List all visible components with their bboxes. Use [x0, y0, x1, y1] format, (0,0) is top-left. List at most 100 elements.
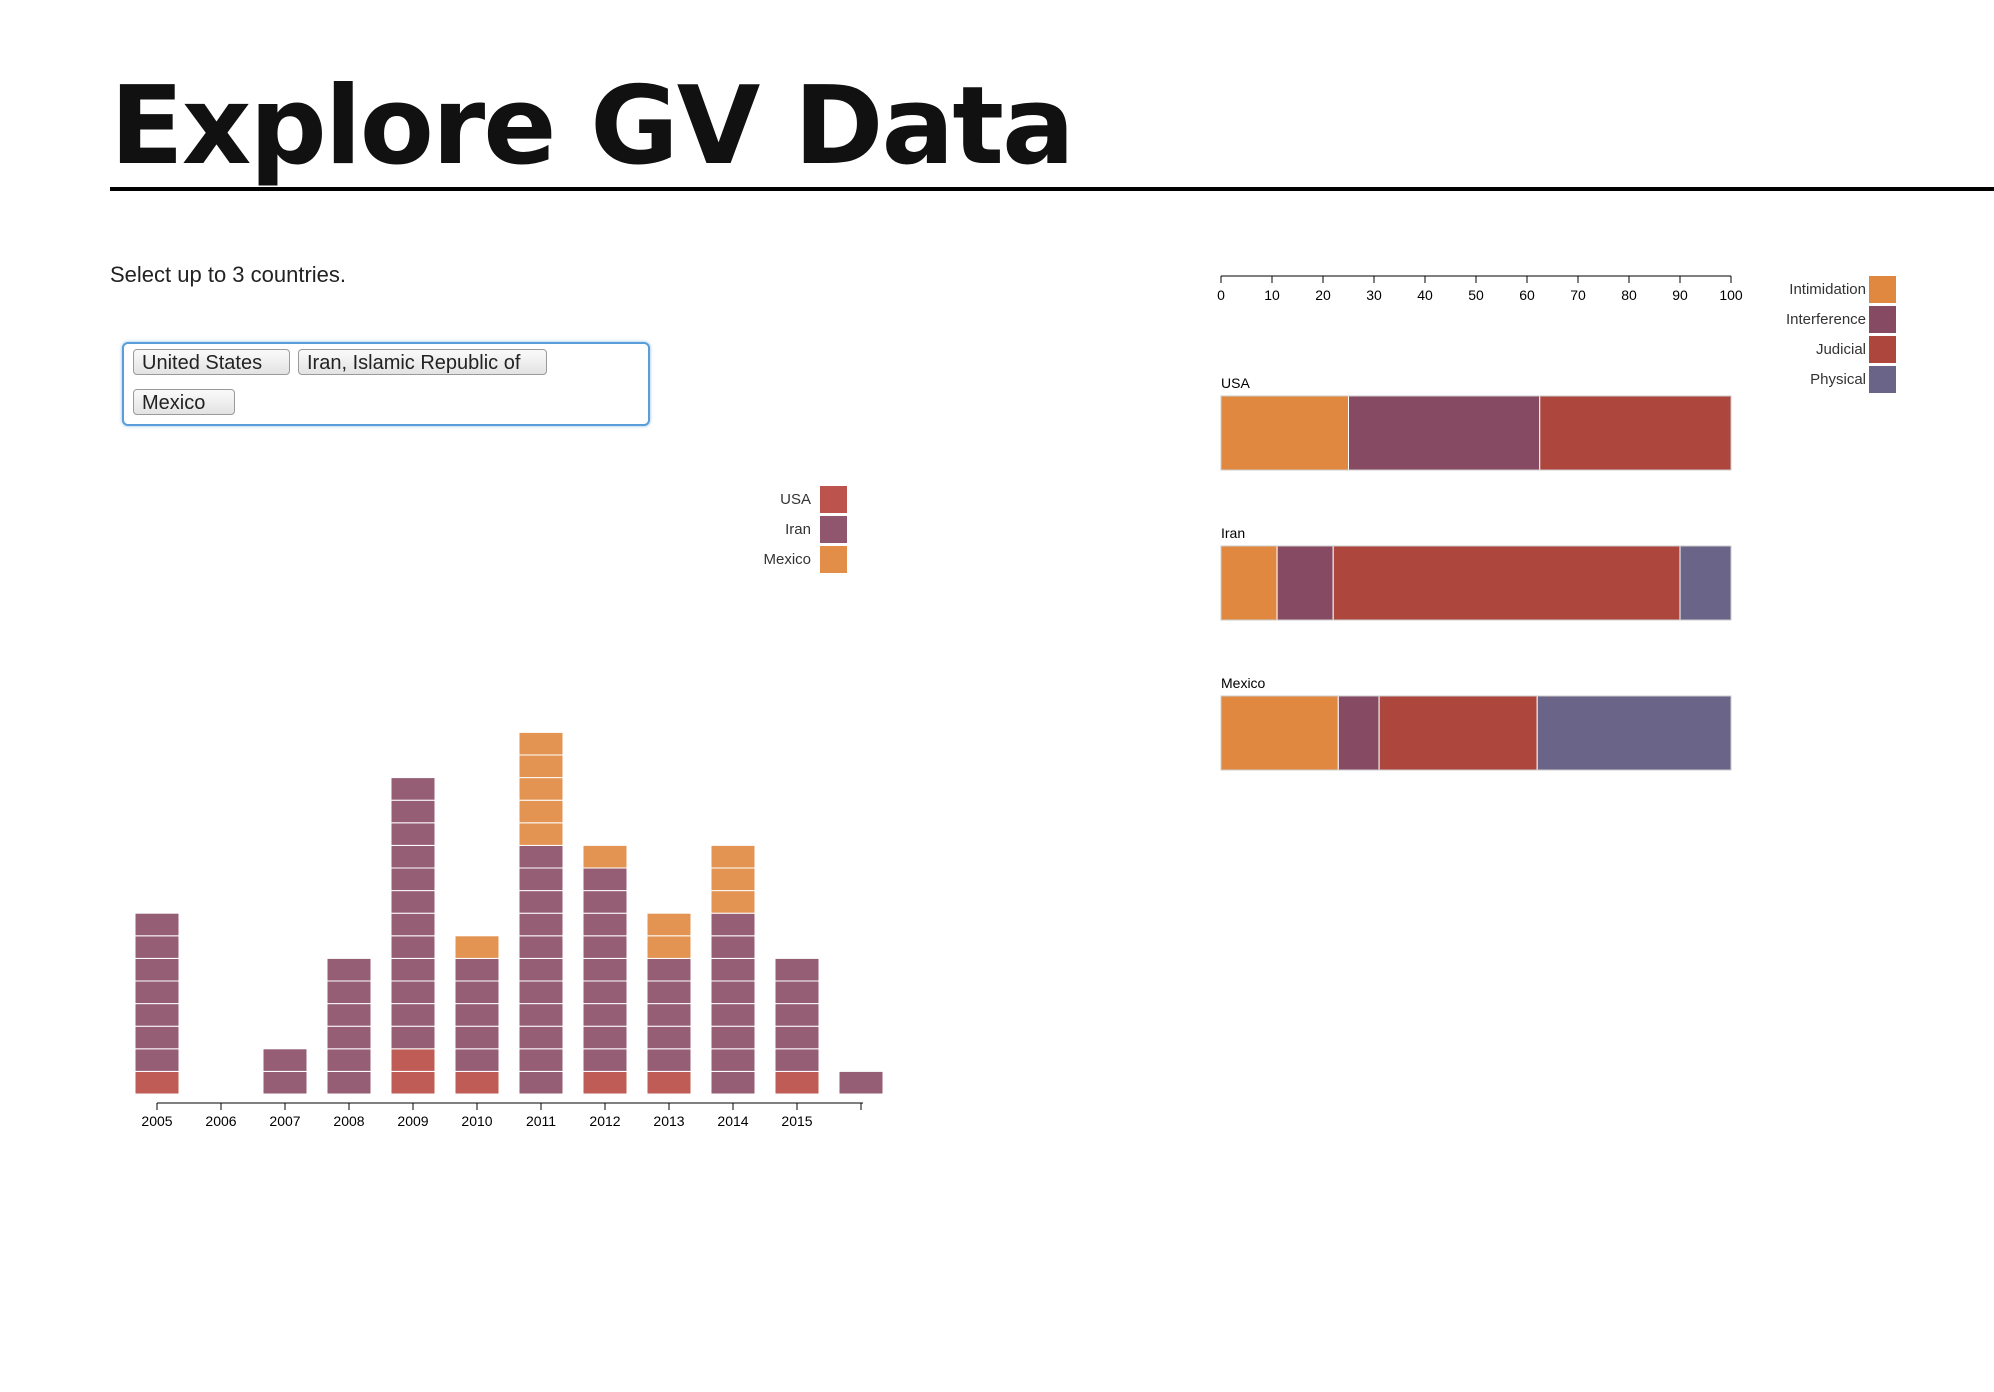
bar-segment-iran[interactable] — [582, 980, 628, 1005]
bar-segment-iran[interactable] — [518, 912, 564, 937]
bar-segment-iran[interactable] — [710, 1070, 756, 1095]
bar-segment-iran[interactable] — [390, 799, 436, 824]
bar-segment-iran[interactable] — [390, 1003, 436, 1027]
bar-segment-iran[interactable] — [582, 1003, 628, 1027]
selected-country-chip[interactable]: Mexico — [133, 389, 235, 415]
bar-segment-judicial[interactable] — [1332, 545, 1681, 621]
bar-segment-iran[interactable] — [454, 1048, 500, 1072]
bar-segment-iran[interactable] — [774, 957, 820, 982]
bar-segment-mexico[interactable] — [710, 867, 756, 892]
bar-segment-iran[interactable] — [518, 957, 564, 982]
bar-segment-iran[interactable] — [326, 1025, 372, 1050]
bar-segment-iran[interactable] — [262, 1048, 308, 1072]
bar-segment-iran[interactable] — [326, 1003, 372, 1027]
bar-segment-iran[interactable] — [710, 912, 756, 937]
bar-segment-mexico[interactable] — [518, 799, 564, 824]
bar-segment-iran[interactable] — [134, 935, 180, 959]
bar-segment-iran[interactable] — [390, 912, 436, 937]
bar-segment-iran[interactable] — [646, 1048, 692, 1072]
bar-segment-mexico[interactable] — [454, 935, 500, 959]
bar-segment-usa[interactable] — [774, 1070, 820, 1095]
bar-segment-iran[interactable] — [454, 1003, 500, 1027]
bar-segment-iran[interactable] — [646, 957, 692, 982]
bar-segment-physical[interactable] — [1679, 545, 1732, 621]
country-multiselect[interactable]: United States Iran, Islamic Republic of … — [122, 342, 650, 426]
bar-segment-iran[interactable] — [454, 980, 500, 1005]
bar-segment-mexico[interactable] — [518, 822, 564, 846]
bar-segment-iran[interactable] — [774, 1025, 820, 1050]
bar-segment-usa[interactable] — [454, 1070, 500, 1095]
bar-segment-iran[interactable] — [710, 1025, 756, 1050]
bar-segment-iran[interactable] — [390, 957, 436, 982]
bar-segment-iran[interactable] — [518, 867, 564, 892]
bar-segment-iran[interactable] — [710, 957, 756, 982]
bar-segment-iran[interactable] — [454, 957, 500, 982]
bar-segment-iran[interactable] — [390, 822, 436, 846]
bar-segment-iran[interactable] — [518, 1070, 564, 1095]
bar-segment-intimidation[interactable] — [1220, 545, 1278, 621]
selected-country-chip[interactable]: Iran, Islamic Republic of — [298, 349, 547, 375]
bar-segment-iran[interactable] — [646, 1003, 692, 1027]
bar-segment-judicial[interactable] — [1378, 695, 1538, 771]
bar-segment-iran[interactable] — [134, 957, 180, 982]
bar-segment-iran[interactable] — [582, 935, 628, 959]
bar-segment-interference[interactable] — [1337, 695, 1380, 771]
bar-segment-iran[interactable] — [326, 980, 372, 1005]
bar-segment-iran[interactable] — [518, 980, 564, 1005]
bar-segment-mexico[interactable] — [710, 844, 756, 869]
bar-segment-iran[interactable] — [518, 1048, 564, 1072]
bar-segment-iran[interactable] — [390, 980, 436, 1005]
bar-segment-iran[interactable] — [582, 867, 628, 892]
bar-segment-iran[interactable] — [390, 844, 436, 869]
bar-segment-iran[interactable] — [454, 1025, 500, 1050]
bar-segment-iran[interactable] — [774, 1048, 820, 1072]
bar-segment-iran[interactable] — [518, 935, 564, 959]
bar-segment-iran[interactable] — [774, 980, 820, 1005]
bar-segment-iran[interactable] — [582, 1025, 628, 1050]
bar-segment-iran[interactable] — [838, 1070, 884, 1095]
bar-segment-iran[interactable] — [262, 1070, 308, 1095]
bar-segment-iran[interactable] — [134, 1025, 180, 1050]
bar-segment-judicial[interactable] — [1539, 395, 1732, 471]
bar-segment-intimidation[interactable] — [1220, 395, 1349, 471]
bar-segment-iran[interactable] — [326, 957, 372, 982]
bar-segment-iran[interactable] — [134, 912, 180, 937]
bar-segment-iran[interactable] — [134, 1048, 180, 1072]
bar-segment-iran[interactable] — [582, 912, 628, 937]
bar-segment-iran[interactable] — [582, 957, 628, 982]
bar-segment-usa[interactable] — [646, 1070, 692, 1095]
bar-segment-mexico[interactable] — [518, 777, 564, 801]
bar-segment-iran[interactable] — [134, 980, 180, 1005]
bar-segment-iran[interactable] — [326, 1048, 372, 1072]
bar-segment-iran[interactable] — [390, 867, 436, 892]
bar-segment-physical[interactable] — [1536, 695, 1732, 771]
bar-segment-usa[interactable] — [390, 1070, 436, 1095]
bar-segment-iran[interactable] — [582, 890, 628, 914]
bar-segment-iran[interactable] — [326, 1070, 372, 1095]
bar-segment-iran[interactable] — [710, 980, 756, 1005]
bar-segment-iran[interactable] — [390, 935, 436, 959]
bar-segment-iran[interactable] — [710, 935, 756, 959]
bar-segment-intimidation[interactable] — [1220, 695, 1339, 771]
bar-segment-iran[interactable] — [646, 980, 692, 1005]
bar-segment-mexico[interactable] — [646, 935, 692, 959]
bar-segment-mexico[interactable] — [518, 731, 564, 756]
bar-segment-mexico[interactable] — [710, 890, 756, 914]
bar-segment-usa[interactable] — [134, 1070, 180, 1095]
bar-segment-iran[interactable] — [518, 1003, 564, 1027]
bar-segment-interference[interactable] — [1348, 395, 1541, 471]
bar-segment-iran[interactable] — [710, 1003, 756, 1027]
bar-segment-iran[interactable] — [518, 890, 564, 914]
bar-segment-iran[interactable] — [390, 777, 436, 801]
bar-segment-iran[interactable] — [390, 1025, 436, 1050]
bar-segment-usa[interactable] — [390, 1048, 436, 1072]
bar-segment-interference[interactable] — [1276, 545, 1334, 621]
bar-segment-iran[interactable] — [390, 890, 436, 914]
bar-segment-iran[interactable] — [774, 1003, 820, 1027]
bar-segment-mexico[interactable] — [582, 844, 628, 869]
bar-segment-mexico[interactable] — [646, 912, 692, 937]
bar-segment-iran[interactable] — [134, 1003, 180, 1027]
bar-segment-iran[interactable] — [518, 844, 564, 869]
bar-segment-iran[interactable] — [518, 1025, 564, 1050]
bar-segment-iran[interactable] — [582, 1048, 628, 1072]
